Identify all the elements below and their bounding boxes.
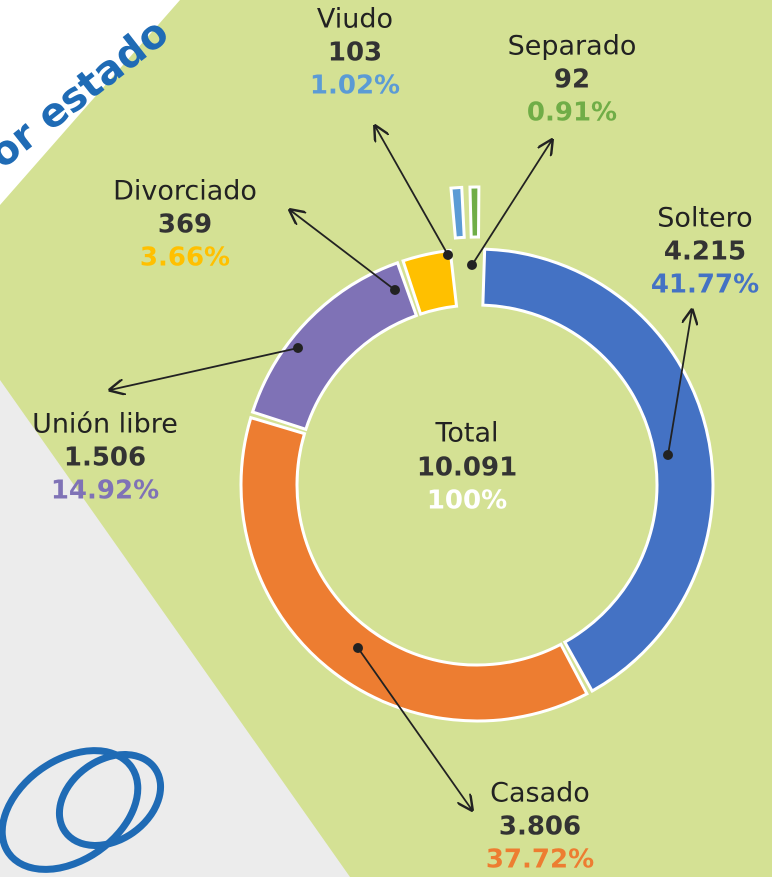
leader-dot xyxy=(663,450,673,460)
leader-line xyxy=(290,210,396,291)
slice-percentage: 14.92% xyxy=(51,476,159,506)
slice-percentage: 0.91% xyxy=(527,98,617,128)
slice-percentage: 37.72% xyxy=(486,845,594,875)
slice xyxy=(239,415,589,723)
slice-count: 3.806 xyxy=(499,812,581,842)
rings-icon xyxy=(0,747,165,873)
slice-count: 92 xyxy=(554,65,590,95)
total-percentage: 100% xyxy=(427,486,507,516)
slice-count: 103 xyxy=(328,38,382,68)
slice-label: Unión libre xyxy=(32,409,178,440)
slice-percentage: 1.02% xyxy=(310,71,400,101)
leader-line xyxy=(667,310,692,456)
slice-percentage: 3.66% xyxy=(140,243,230,273)
slice-count: 369 xyxy=(158,210,212,240)
slice-label: Soltero xyxy=(657,203,752,234)
total-label: Total xyxy=(434,418,498,449)
leader-dot xyxy=(353,643,363,653)
leader-line xyxy=(471,140,552,266)
slice xyxy=(401,248,459,316)
slice-label: Viudo xyxy=(317,4,393,35)
slice xyxy=(481,247,715,694)
slice-label: Separado xyxy=(508,31,637,62)
slice-count: 1.506 xyxy=(64,443,146,473)
leader-line xyxy=(375,126,449,256)
slice-percentage: 41.77% xyxy=(651,270,759,300)
total-value: 10.091 xyxy=(417,453,517,483)
leader-dot xyxy=(467,260,477,270)
leader-dot xyxy=(443,250,453,260)
leader-line xyxy=(110,347,299,390)
slice xyxy=(468,185,481,239)
leader-dot xyxy=(390,285,400,295)
leader-line xyxy=(357,647,472,810)
leader-dot xyxy=(293,343,303,353)
slices xyxy=(239,185,715,723)
title-band xyxy=(0,0,180,205)
slice-label: Divorciado xyxy=(113,176,257,207)
slice-count: 4.215 xyxy=(664,237,746,267)
slice-label: Casado xyxy=(490,778,590,809)
slice xyxy=(449,185,466,240)
